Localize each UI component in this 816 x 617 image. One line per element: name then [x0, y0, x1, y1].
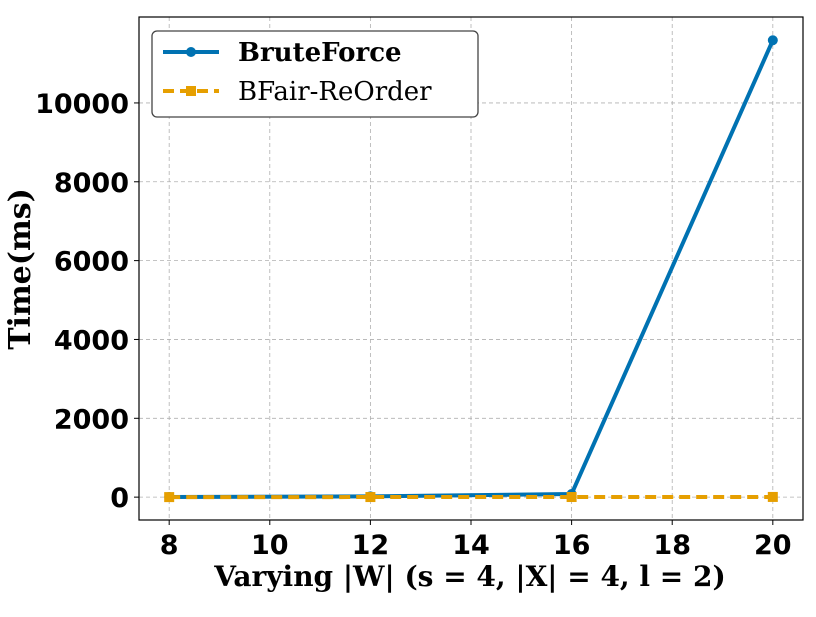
x-tick-label: 10 — [251, 530, 289, 561]
legend-label-bruteforce: BruteForce — [238, 38, 402, 68]
data-point-bfair-reorder — [164, 492, 175, 503]
legend-marker-bruteforce — [186, 47, 196, 57]
y-tick-label: 4000 — [54, 325, 129, 356]
y-tick-label: 6000 — [54, 247, 129, 278]
data-point-bfair-reorder — [767, 491, 778, 502]
y-tick-label: 10000 — [35, 89, 129, 120]
data-point-bfair-reorder — [566, 492, 577, 503]
x-tick-label: 8 — [160, 530, 179, 561]
x-tick-label: 12 — [352, 530, 390, 561]
x-axis-label: Varying |W| (s = 4, |X| = 4, l = 2) — [213, 560, 726, 593]
ticks: 8 10 12 14 16 18 20 0 2000 4000 6000 8000 10000 — [35, 89, 792, 561]
x-tick-label: 16 — [553, 530, 591, 561]
data-point-bfair-reorder — [365, 492, 376, 503]
x-tick-label: 20 — [754, 530, 792, 561]
series-layer — [164, 35, 778, 503]
legend-marker-bfair-reorder — [186, 86, 196, 96]
y-tick-label: 2000 — [54, 404, 129, 435]
x-tick-label: 14 — [452, 530, 490, 561]
series-line-bruteforce — [169, 39, 775, 500]
y-tick-label: 0 — [110, 483, 129, 514]
y-tick-label: 8000 — [54, 168, 129, 199]
x-tick-label: 18 — [653, 530, 691, 561]
legend-box — [151, 30, 479, 118]
y-axis-label: Time(ms) — [3, 188, 38, 350]
legend: BruteForce BFair-ReOrder — [151, 30, 479, 118]
data-point-bruteforce — [767, 35, 778, 46]
legend-label-bfair-reorder: BFair-ReOrder — [238, 77, 432, 107]
